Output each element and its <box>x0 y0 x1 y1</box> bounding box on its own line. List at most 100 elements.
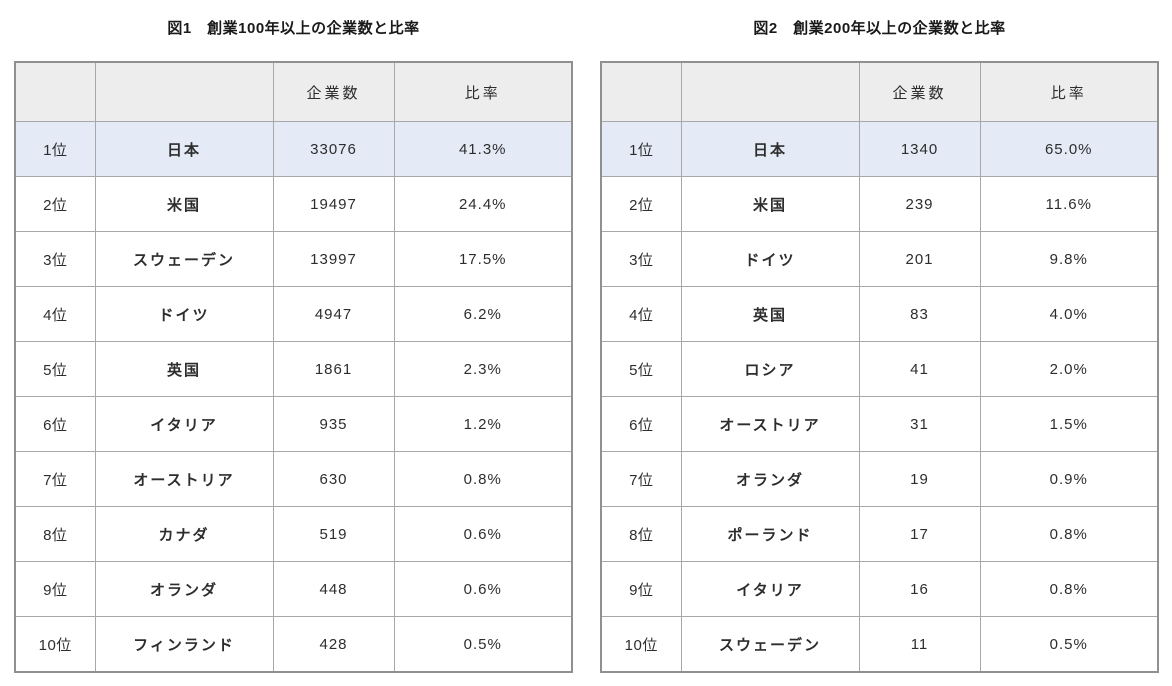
company-count-cell: 519 <box>272 506 395 562</box>
country-cell: スウェーデン <box>680 616 860 673</box>
ratio-cell: 1.2% <box>393 396 573 452</box>
company-count-cell: 31 <box>858 396 981 452</box>
country-cell: ドイツ <box>680 231 860 287</box>
ratio-cell: 24.4% <box>393 176 573 232</box>
rank-cell: 8位 <box>600 506 682 562</box>
ratio-cell: 0.5% <box>979 616 1159 673</box>
ratio-cell: 1.5% <box>979 396 1159 452</box>
rank-cell: 4位 <box>14 286 96 342</box>
country-cell: ポーランド <box>680 506 860 562</box>
ratio-cell: 6.2% <box>393 286 573 342</box>
rank-cell: 1位 <box>14 121 96 177</box>
company-count-cell: 4947 <box>272 286 395 342</box>
table-row: 10位 スウェーデン 11 0.5% <box>600 616 1159 673</box>
company-count-cell: 935 <box>272 396 395 452</box>
table-row: 4位 ドイツ 4947 6.2% <box>14 286 573 342</box>
company-count-cell: 16 <box>858 561 981 617</box>
company-count-cell: 41 <box>858 341 981 397</box>
figure-2: 図2 創業200年以上の企業数と比率 企業数 比率 1位 日本 1340 65.0% 2位米… <box>600 14 1159 686</box>
ratio-cell: 0.9% <box>979 451 1159 507</box>
figure-1-table: 企業数 比率 1位 日本 33076 41.3% 2位 米国 19497 24.4% 3位 スウェーデ… <box>14 61 573 673</box>
ratio-cell: 0.6% <box>393 561 573 617</box>
country-cell: 英国 <box>94 341 274 397</box>
table-row: 2位 米国 239 11.6% <box>600 176 1159 232</box>
rank-cell: 5位 <box>14 341 96 397</box>
company-count-cell: 428 <box>272 616 395 673</box>
company-count-header: 企業数 <box>858 61 981 122</box>
table-row: 5位 英国 1861 2.3% <box>14 341 573 397</box>
rank-cell: 9位 <box>14 561 96 617</box>
country-cell: イタリア <box>680 561 860 617</box>
ratio-header: 比率 <box>393 61 573 122</box>
ratio-cell: 0.8% <box>979 561 1159 617</box>
table-row: 1位 日本 33076 41.3% <box>14 121 573 177</box>
country-cell: 日本 <box>680 121 860 177</box>
country-cell: フィンランド <box>94 616 274 673</box>
country-cell: ドイツ <box>94 286 274 342</box>
table-row: 8位 ポーランド 17 0.8% <box>600 506 1159 562</box>
rank-cell: 6位 <box>14 396 96 452</box>
country-cell: オランダ <box>680 451 860 507</box>
company-count-header: 企業数 <box>272 61 395 122</box>
country-cell: 米国 <box>680 176 860 232</box>
ratio-cell: 11.6% <box>979 176 1159 232</box>
company-count-cell: 17 <box>858 506 981 562</box>
company-count-cell: 19497 <box>272 176 395 232</box>
ratio-cell: 41.3% <box>393 121 573 177</box>
figure-1-title: 図1 創業100年以上の企業数と比率 <box>167 20 420 37</box>
country-cell: オランダ <box>94 561 274 617</box>
figure-2-table: 企業数 比率 1位 日本 1340 65.0% 2位 米国 239 11.6% 3位 ドイツ 201 9.… <box>600 61 1159 673</box>
ratio-cell: 0.8% <box>979 506 1159 562</box>
rank-cell: 7位 <box>600 451 682 507</box>
rank-cell: 2位 <box>600 176 682 232</box>
country-cell: イタリア <box>94 396 274 452</box>
country-header <box>680 61 860 122</box>
table-row: 5位 ロシア 41 2.0% <box>600 341 1159 397</box>
country-cell: ロシア <box>680 341 860 397</box>
company-count-cell: 201 <box>858 231 981 287</box>
table-row: 7位 オランダ 19 0.9% <box>600 451 1159 507</box>
rank-cell: 7位 <box>14 451 96 507</box>
country-cell: 英国 <box>680 286 860 342</box>
table-row: 3位 ドイツ 201 9.8% <box>600 231 1159 287</box>
ratio-cell: 65.0% <box>979 121 1159 177</box>
table-row: 6位 イタリア 935 1.2% <box>14 396 573 452</box>
company-count-cell: 1340 <box>858 121 981 177</box>
table-row: 8位 カナダ 519 0.6% <box>14 506 573 562</box>
company-count-cell: 630 <box>272 451 395 507</box>
table-row: 6位 オーストリア 31 1.5% <box>600 396 1159 452</box>
ratio-cell: 9.8% <box>979 231 1159 287</box>
country-cell: オーストリア <box>94 451 274 507</box>
country-cell: カナダ <box>94 506 274 562</box>
figure-1: 図1 創業100年以上の企業数と比率 企業数 比率 1位 日本 33076 41.3% 2位… <box>14 14 573 686</box>
rank-cell: 10位 <box>14 616 96 673</box>
company-count-cell: 19 <box>858 451 981 507</box>
table-row: 10位 フィンランド 428 0.5% <box>14 616 573 673</box>
table-row: 9位 イタリア 16 0.8% <box>600 561 1159 617</box>
ratio-header: 比率 <box>979 61 1159 122</box>
company-count-cell: 448 <box>272 561 395 617</box>
ratio-cell: 0.5% <box>393 616 573 673</box>
rank-cell: 5位 <box>600 341 682 397</box>
header-row: 企業数 比率 <box>600 61 1159 122</box>
rank-header <box>600 61 682 122</box>
rank-cell: 4位 <box>600 286 682 342</box>
rank-header <box>14 61 96 122</box>
rank-cell: 6位 <box>600 396 682 452</box>
rank-cell: 10位 <box>600 616 682 673</box>
country-header <box>94 61 274 122</box>
ratio-cell: 17.5% <box>393 231 573 287</box>
country-cell: 日本 <box>94 121 274 177</box>
company-count-cell: 11 <box>858 616 981 673</box>
table-row: 2位 米国 19497 24.4% <box>14 176 573 232</box>
company-count-cell: 1861 <box>272 341 395 397</box>
figure-2-title: 図2 創業200年以上の企業数と比率 <box>753 20 1006 37</box>
rank-cell: 3位 <box>14 231 96 287</box>
table-row: 1位 日本 1340 65.0% <box>600 121 1159 177</box>
company-count-cell: 33076 <box>272 121 395 177</box>
country-cell: スウェーデン <box>94 231 274 287</box>
country-cell: オーストリア <box>680 396 860 452</box>
rank-cell: 9位 <box>600 561 682 617</box>
rank-cell: 1位 <box>600 121 682 177</box>
